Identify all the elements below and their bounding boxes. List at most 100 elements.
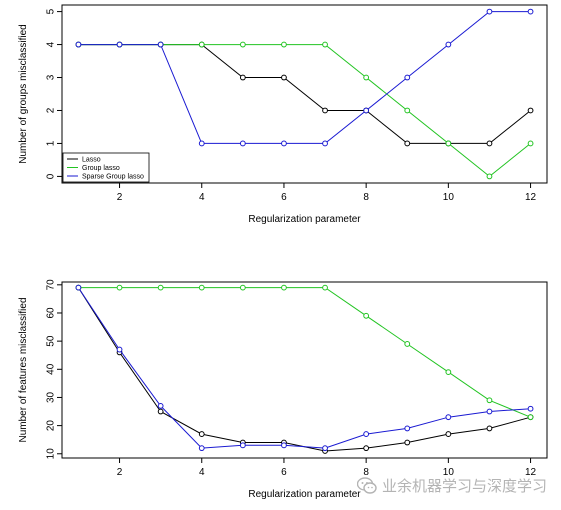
data-point [157, 403, 164, 409]
y-tick-label: 30 [46, 391, 57, 403]
data-point [404, 74, 411, 81]
x-tick-label: 12 [525, 192, 537, 203]
data-point [527, 107, 534, 114]
data-point [322, 140, 328, 147]
y-tick-label: 5 [46, 8, 57, 14]
series-line [78, 287, 531, 418]
data-point [239, 74, 246, 81]
y-tick-label: 20 [46, 420, 57, 432]
series-0 [75, 41, 534, 147]
data-point [198, 284, 205, 291]
data-point [404, 425, 411, 432]
data-point [239, 41, 246, 48]
x-tick-label: 4 [199, 467, 205, 478]
y-axis-label: Number of groups misclassified [18, 24, 29, 164]
y-tick-label: 70 [46, 279, 57, 291]
data-point [75, 284, 82, 291]
data-point [527, 414, 534, 421]
data-point [116, 346, 123, 353]
series-1 [75, 284, 534, 421]
data-point [281, 41, 287, 48]
data-point [198, 445, 205, 452]
x-tick-label: 6 [281, 467, 287, 478]
data-point [198, 41, 205, 48]
x-tick-label: 10 [443, 192, 455, 203]
data-point [239, 284, 246, 291]
data-point [527, 405, 534, 412]
x-axis-label: Regularization parameter [248, 489, 361, 500]
data-point [322, 41, 328, 48]
x-tick-label: 2 [117, 192, 123, 203]
data-point [281, 442, 287, 449]
data-point [75, 41, 82, 48]
data-point [239, 140, 246, 147]
data-point [486, 397, 493, 404]
data-point [239, 442, 246, 449]
y-tick-label: 2 [46, 107, 57, 113]
y-tick-label: 50 [46, 335, 57, 347]
x-axis-label: Regularization parameter [248, 214, 361, 225]
series-line [77, 287, 531, 452]
data-point [363, 431, 370, 437]
plot-frame [61, 281, 548, 459]
series-0 [75, 284, 534, 454]
legend-entry: Lasso [82, 156, 101, 163]
y-tick-label: 40 [46, 363, 57, 375]
y-axis-label: Number of features misclassified [18, 297, 29, 442]
data-point [445, 140, 452, 147]
data-point [445, 414, 452, 421]
x-tick-label: 4 [199, 192, 205, 203]
data-point [157, 408, 164, 415]
series-2 [75, 284, 534, 452]
x-tick-label: 2 [117, 467, 123, 478]
data-point [445, 431, 452, 437]
data-point [198, 431, 205, 437]
data-point [404, 107, 411, 114]
data-point [116, 41, 123, 48]
series-line [78, 11, 531, 144]
y-tick-label: 4 [46, 41, 57, 47]
data-point [281, 140, 287, 147]
data-point [404, 140, 411, 147]
y-tick-label: 3 [46, 74, 57, 80]
data-point [486, 8, 493, 15]
watermark-text: 业余机器学习与深度学习 [381, 477, 547, 495]
data-point [363, 107, 370, 114]
data-point [486, 425, 493, 432]
y-tick-label: 10 [46, 448, 57, 460]
legend-entry: Group lasso [82, 165, 120, 172]
y-tick-label: 0 [46, 173, 57, 179]
series-line [78, 44, 531, 144]
data-point [281, 74, 287, 81]
x-tick-label: 8 [363, 467, 369, 478]
chart-features-misclassified: 2 4 6 8 10 12 10 20 30 40 50 60 70 Regularization par… [18, 279, 548, 500]
data-point [486, 408, 493, 415]
data-point [445, 369, 452, 376]
data-point [527, 8, 534, 15]
data-point [157, 284, 164, 291]
data-point [281, 284, 287, 291]
data-point [404, 439, 411, 446]
data-point [486, 140, 493, 147]
data-point [527, 140, 534, 147]
data-point [198, 140, 205, 147]
series-2 [75, 8, 534, 147]
data-point [322, 107, 328, 114]
data-point [157, 41, 164, 48]
series-line [77, 287, 531, 449]
wechat-logo-icon [356, 476, 377, 494]
data-point [445, 41, 452, 48]
legend-entry: Sparse Group lasso [82, 173, 144, 180]
data-point [486, 173, 493, 180]
x-tick-label: 12 [525, 467, 537, 478]
x-tick-label: 10 [443, 467, 455, 478]
watermark: 业余机器学习与深度学习 [356, 475, 547, 496]
data-point [322, 445, 328, 452]
y-tick-label: 60 [46, 307, 57, 319]
x-tick-label: 8 [363, 192, 369, 203]
data-point [363, 445, 370, 452]
y-tick-label: 1 [46, 140, 57, 146]
